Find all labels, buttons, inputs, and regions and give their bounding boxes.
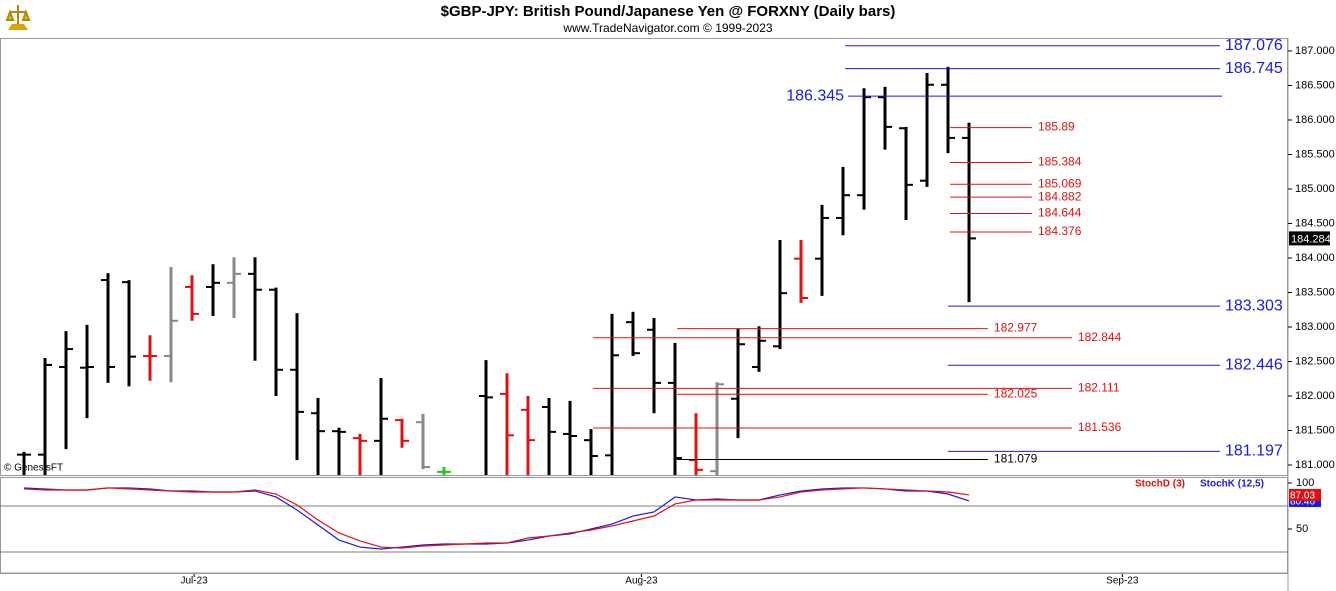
y-tick-label: 183.500	[1295, 286, 1335, 298]
y-tick-label: 181.500	[1295, 424, 1335, 436]
y-tick-label: 182.500	[1295, 355, 1335, 367]
logo	[3, 3, 33, 33]
y-tick-label: 183.000	[1295, 321, 1335, 333]
y-tick-label: 186.000	[1295, 114, 1335, 126]
level-label: 181.079	[994, 452, 1038, 466]
level-label: 184.376	[1038, 224, 1082, 238]
level-label: 182.111	[1078, 381, 1120, 395]
bars	[17, 66, 977, 475]
level-label: 181.197	[1225, 443, 1283, 460]
level-label: 182.977	[994, 321, 1038, 335]
legend-entry: StochD (3)	[1135, 479, 1185, 490]
watermark: © GenesisFT	[4, 463, 63, 474]
y-tick-label: 100	[1296, 477, 1314, 489]
last-value-label: 80.46	[1290, 497, 1315, 508]
level-label: 185.384	[1038, 155, 1082, 169]
level-label: 181.536	[1078, 420, 1122, 434]
y-tick-label: 50	[1296, 523, 1308, 535]
y-tick-label: 184.500	[1295, 217, 1335, 229]
y-tick-label: 181.000	[1295, 459, 1335, 471]
chart-subtitle: www.TradeNavigator.com © 1999-2023	[562, 21, 772, 35]
last-price-label: 184.284	[1291, 233, 1331, 245]
level-label: 182.025	[994, 386, 1038, 400]
last-price-tag	[1289, 231, 1330, 246]
y-tick-label: 186.500	[1295, 79, 1335, 91]
x-tick-label: Aug-23	[625, 576, 658, 587]
level-label: 182.446	[1225, 356, 1283, 373]
legend-entry: StochK (12,5)	[1200, 479, 1264, 490]
y-tick-label: 184.000	[1295, 252, 1335, 264]
x-tick-label: Sep-23	[1106, 576, 1139, 587]
level-label: 186.345	[786, 87, 844, 104]
y-tick-label: 185.500	[1295, 148, 1335, 160]
level-label: 184.882	[1038, 189, 1082, 203]
level-label: 185.89	[1038, 120, 1075, 134]
y-tick-label: 185.000	[1295, 183, 1335, 195]
chart-title: $GBP-JPY: British Pound/Japanese Yen @ F…	[441, 3, 896, 20]
level-label: 182.844	[1078, 330, 1122, 344]
y-tick-label: 187.000	[1295, 45, 1335, 57]
last-value-label: 87.03	[1290, 491, 1315, 502]
level-label: 186.745	[1225, 60, 1283, 77]
level-label: 187.076	[1225, 37, 1283, 54]
last-value-tag	[1289, 488, 1321, 501]
lines	[23, 487, 970, 550]
level-label: 183.303	[1225, 297, 1283, 314]
level-label: 185.069	[1038, 176, 1082, 190]
level-label: 184.644	[1038, 206, 1082, 220]
stoch-line	[23, 487, 970, 549]
y-tick-label: 182.000	[1295, 390, 1335, 402]
x-tick-label: Jul-23	[180, 576, 208, 587]
